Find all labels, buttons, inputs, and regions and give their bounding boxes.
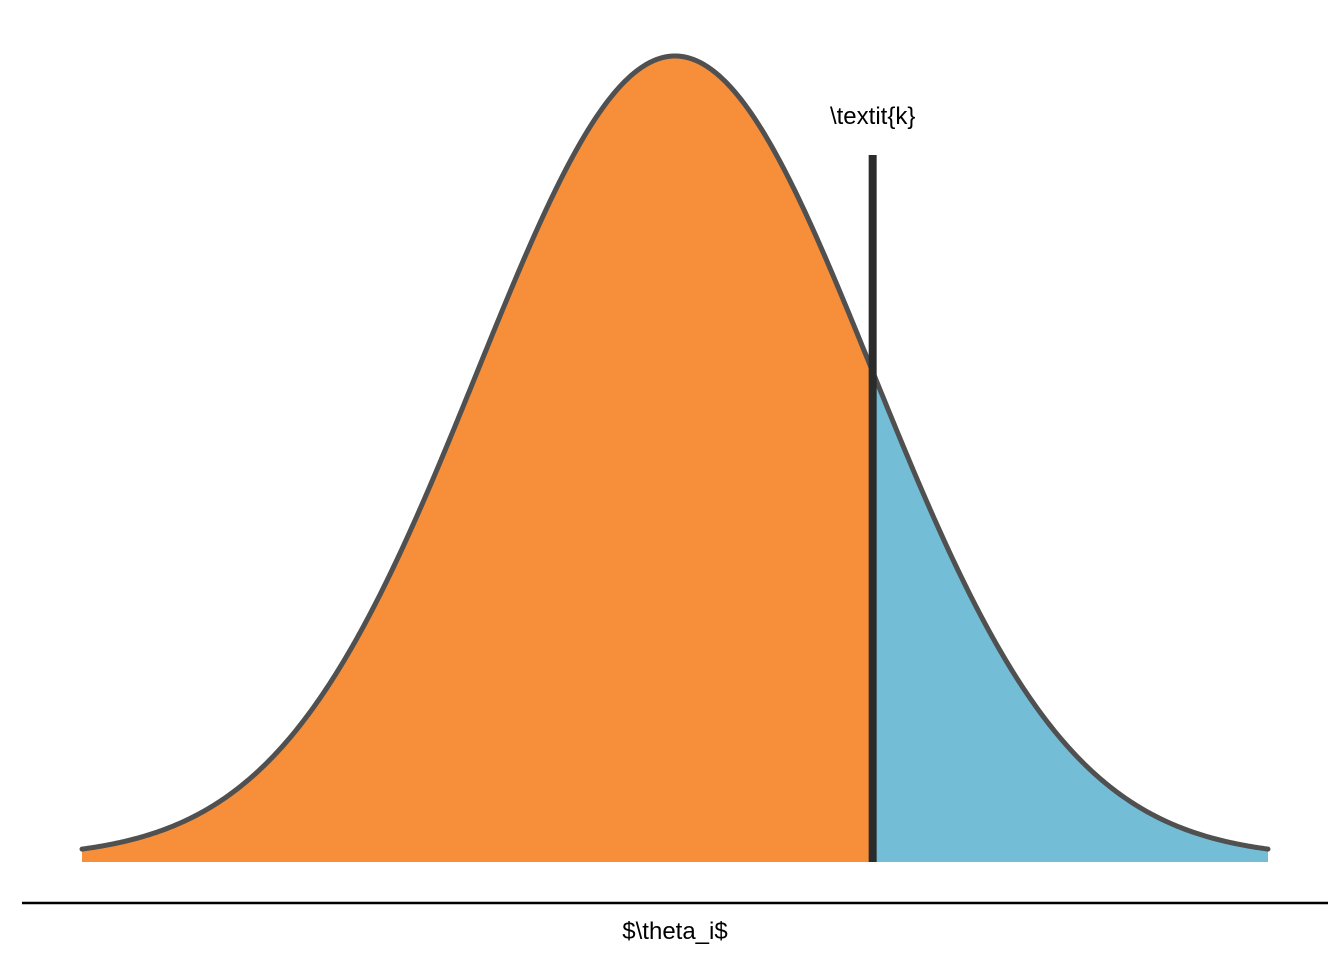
area-below-threshold	[82, 56, 873, 862]
density-curve	[79, 53, 1271, 852]
area-above-threshold	[872, 371, 1268, 862]
x-axis-title: $\theta_i$	[622, 918, 727, 945]
threshold-label: \textit{k}	[830, 103, 915, 130]
